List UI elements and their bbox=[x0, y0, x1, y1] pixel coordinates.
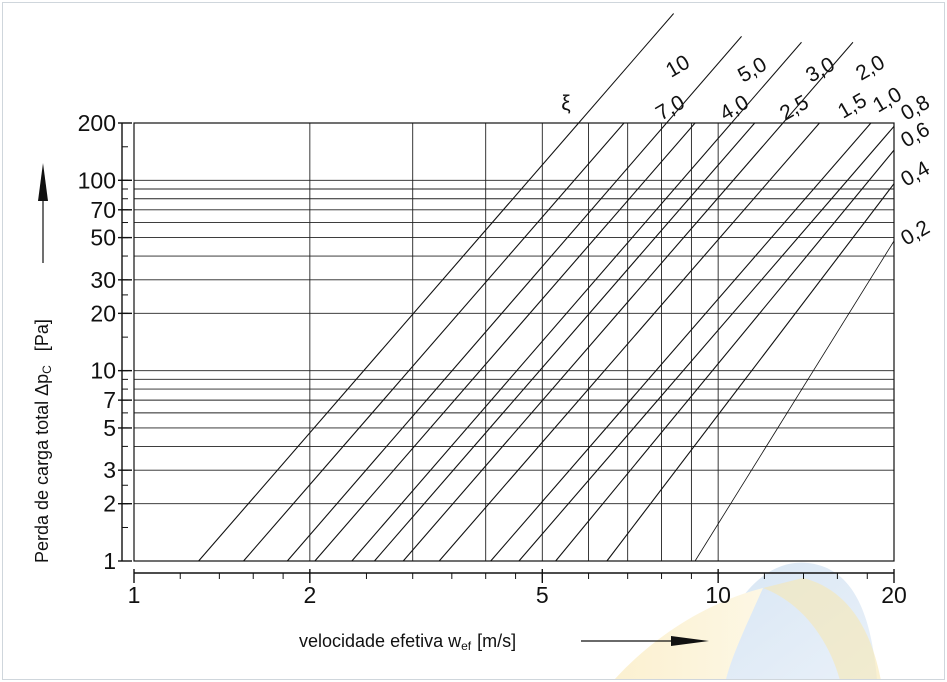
series-line-0-4 bbox=[606, 183, 895, 562]
y-axis-label-group: Perda de carga total ΔpC[Pa] bbox=[32, 319, 54, 563]
series-line-0-2 bbox=[694, 240, 895, 562]
series-label: 0,2 bbox=[897, 216, 934, 251]
series-label: 4,0 bbox=[716, 91, 753, 126]
series-line-0-6 bbox=[555, 149, 895, 562]
series-label: 0,6 bbox=[897, 118, 934, 153]
series-line-2-0 bbox=[402, 122, 784, 562]
y-axis-arrow-head bbox=[38, 163, 48, 201]
series-label: 2,0 bbox=[852, 51, 889, 86]
series-line-7-0 bbox=[243, 122, 625, 562]
series-label: 0,8 bbox=[897, 91, 934, 126]
series-line-3-0 bbox=[351, 122, 732, 562]
y-tick-label: 50 bbox=[90, 225, 116, 251]
x-tick-label: 10 bbox=[705, 582, 731, 608]
y-tick-label: 100 bbox=[78, 167, 116, 193]
x-axis-arrow-head bbox=[671, 636, 709, 646]
series-extension-5-0 bbox=[666, 36, 742, 124]
y-tick-label: 3 bbox=[103, 457, 116, 483]
series-line-10 bbox=[198, 122, 580, 562]
plot-frame bbox=[133, 122, 895, 562]
x-tick-label: 20 bbox=[881, 582, 907, 608]
series-line-1-0 bbox=[490, 122, 872, 562]
series-extension-3-0 bbox=[731, 41, 802, 124]
y-tick-label: 5 bbox=[103, 415, 116, 441]
series-label: 2,5 bbox=[776, 91, 813, 126]
series-line-1-5 bbox=[438, 122, 820, 562]
series-extension-10 bbox=[578, 13, 675, 124]
x-tick-label: 1 bbox=[128, 582, 141, 608]
y-tick-label: 200 bbox=[78, 110, 116, 136]
y-tick-label: 7 bbox=[103, 387, 116, 413]
series-lines bbox=[198, 13, 895, 562]
series-label: 7,0 bbox=[652, 91, 689, 126]
series-line-2-5 bbox=[374, 122, 756, 562]
series-line-5-0 bbox=[286, 122, 667, 562]
y-tick-label: 70 bbox=[90, 197, 116, 223]
series-label: 5,0 bbox=[734, 53, 771, 88]
pressure-loss-chart: 1 2 5 10 20123571020305070100200107,05,04,03… bbox=[32, 13, 934, 679]
x-tick-label: 2 bbox=[303, 582, 316, 608]
series-label: 1,5 bbox=[834, 89, 871, 124]
y-tick-label: 20 bbox=[90, 300, 116, 326]
x-axis-label: velocidade efetiva wef [m/s] bbox=[299, 631, 516, 653]
y-axis-label: Perda de carga total ΔpC[Pa] bbox=[32, 319, 54, 563]
y-tick-label: 30 bbox=[90, 267, 116, 293]
y-tick-label: 2 bbox=[103, 491, 116, 517]
x-tick-label: 5 bbox=[536, 582, 549, 608]
series-label: 10 bbox=[662, 51, 694, 83]
series-extension-2-0 bbox=[782, 41, 854, 124]
y-tick-label: 1 bbox=[103, 548, 116, 574]
series-line-0-8 bbox=[518, 126, 895, 562]
xi-symbol: ξ bbox=[561, 92, 570, 115]
series-line-4-0 bbox=[314, 122, 696, 562]
series-label: 0,4 bbox=[897, 157, 934, 192]
labels: 1 2 5 10 20123571020305070100200107,05,04,03… bbox=[32, 51, 934, 653]
y-tick-label: 10 bbox=[90, 358, 116, 384]
axes bbox=[118, 122, 895, 583]
series-label: 3,0 bbox=[802, 53, 839, 88]
watermark-logo bbox=[615, 562, 881, 679]
grid bbox=[133, 122, 895, 562]
